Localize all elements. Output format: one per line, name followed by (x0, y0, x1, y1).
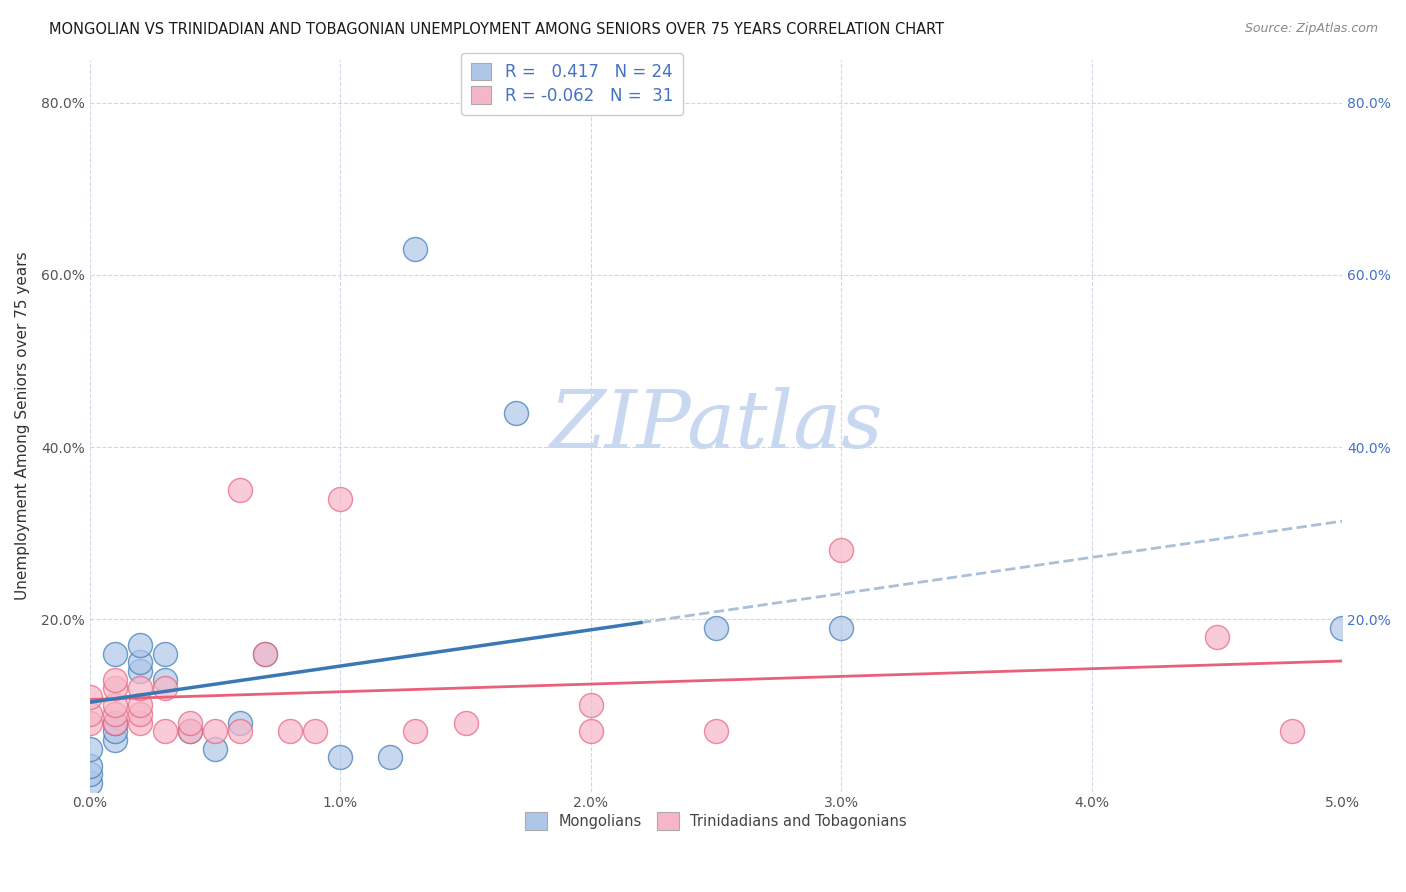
Point (505, 406, 527, 420)
Point (704, 621, 727, 635)
Point (254, 647, 277, 661)
Text: MONGOLIAN VS TRINIDADIAN AND TOBAGONIAN UNEMPLOYMENT AMONG SENIORS OVER 75 YEARS: MONGOLIAN VS TRINIDADIAN AND TOBAGONIAN … (49, 22, 945, 37)
Point (129, 664, 152, 678)
Point (129, 707, 152, 722)
Point (1206, 630, 1229, 644)
Point (153, 673, 176, 687)
Point (830, 543, 852, 558)
Point (579, 698, 602, 713)
Point (104, 715, 127, 730)
Point (129, 698, 152, 713)
Point (153, 647, 176, 661)
Point (830, 621, 852, 635)
Point (104, 681, 127, 696)
Point (79, 758, 101, 772)
Point (104, 707, 127, 722)
Point (79, 767, 101, 781)
Point (79, 690, 101, 704)
Point (104, 733, 127, 747)
Point (304, 724, 326, 739)
Point (79, 776, 101, 790)
Point (104, 673, 127, 687)
Point (129, 638, 152, 652)
Point (329, 491, 352, 506)
Point (204, 741, 226, 756)
Point (129, 715, 152, 730)
Point (129, 656, 152, 670)
Legend: Mongolians, Trinidadians and Tobagonians: Mongolians, Trinidadians and Tobagonians (519, 806, 912, 836)
Point (329, 750, 352, 764)
Point (104, 647, 127, 661)
Point (104, 724, 127, 739)
Point (104, 715, 127, 730)
Point (380, 750, 402, 764)
Text: ZIPatlas: ZIPatlas (550, 387, 883, 465)
Point (79, 715, 101, 730)
Point (1331, 621, 1354, 635)
Point (104, 698, 127, 713)
Point (179, 724, 201, 739)
Point (229, 715, 252, 730)
Point (179, 715, 201, 730)
Point (278, 724, 301, 739)
Point (179, 724, 201, 739)
Point (405, 724, 427, 739)
Point (229, 724, 252, 739)
Text: Source: ZipAtlas.com: Source: ZipAtlas.com (1244, 22, 1378, 36)
Point (405, 242, 427, 256)
Point (229, 483, 252, 498)
Point (704, 724, 727, 739)
Point (204, 724, 226, 739)
Point (454, 715, 477, 730)
Point (129, 681, 152, 696)
Point (153, 681, 176, 696)
Point (254, 647, 277, 661)
Point (79, 707, 101, 722)
Y-axis label: Unemployment Among Seniors over 75 years: Unemployment Among Seniors over 75 years (15, 252, 30, 600)
Point (79, 741, 101, 756)
Point (153, 724, 176, 739)
Point (579, 724, 602, 739)
Point (1281, 724, 1303, 739)
